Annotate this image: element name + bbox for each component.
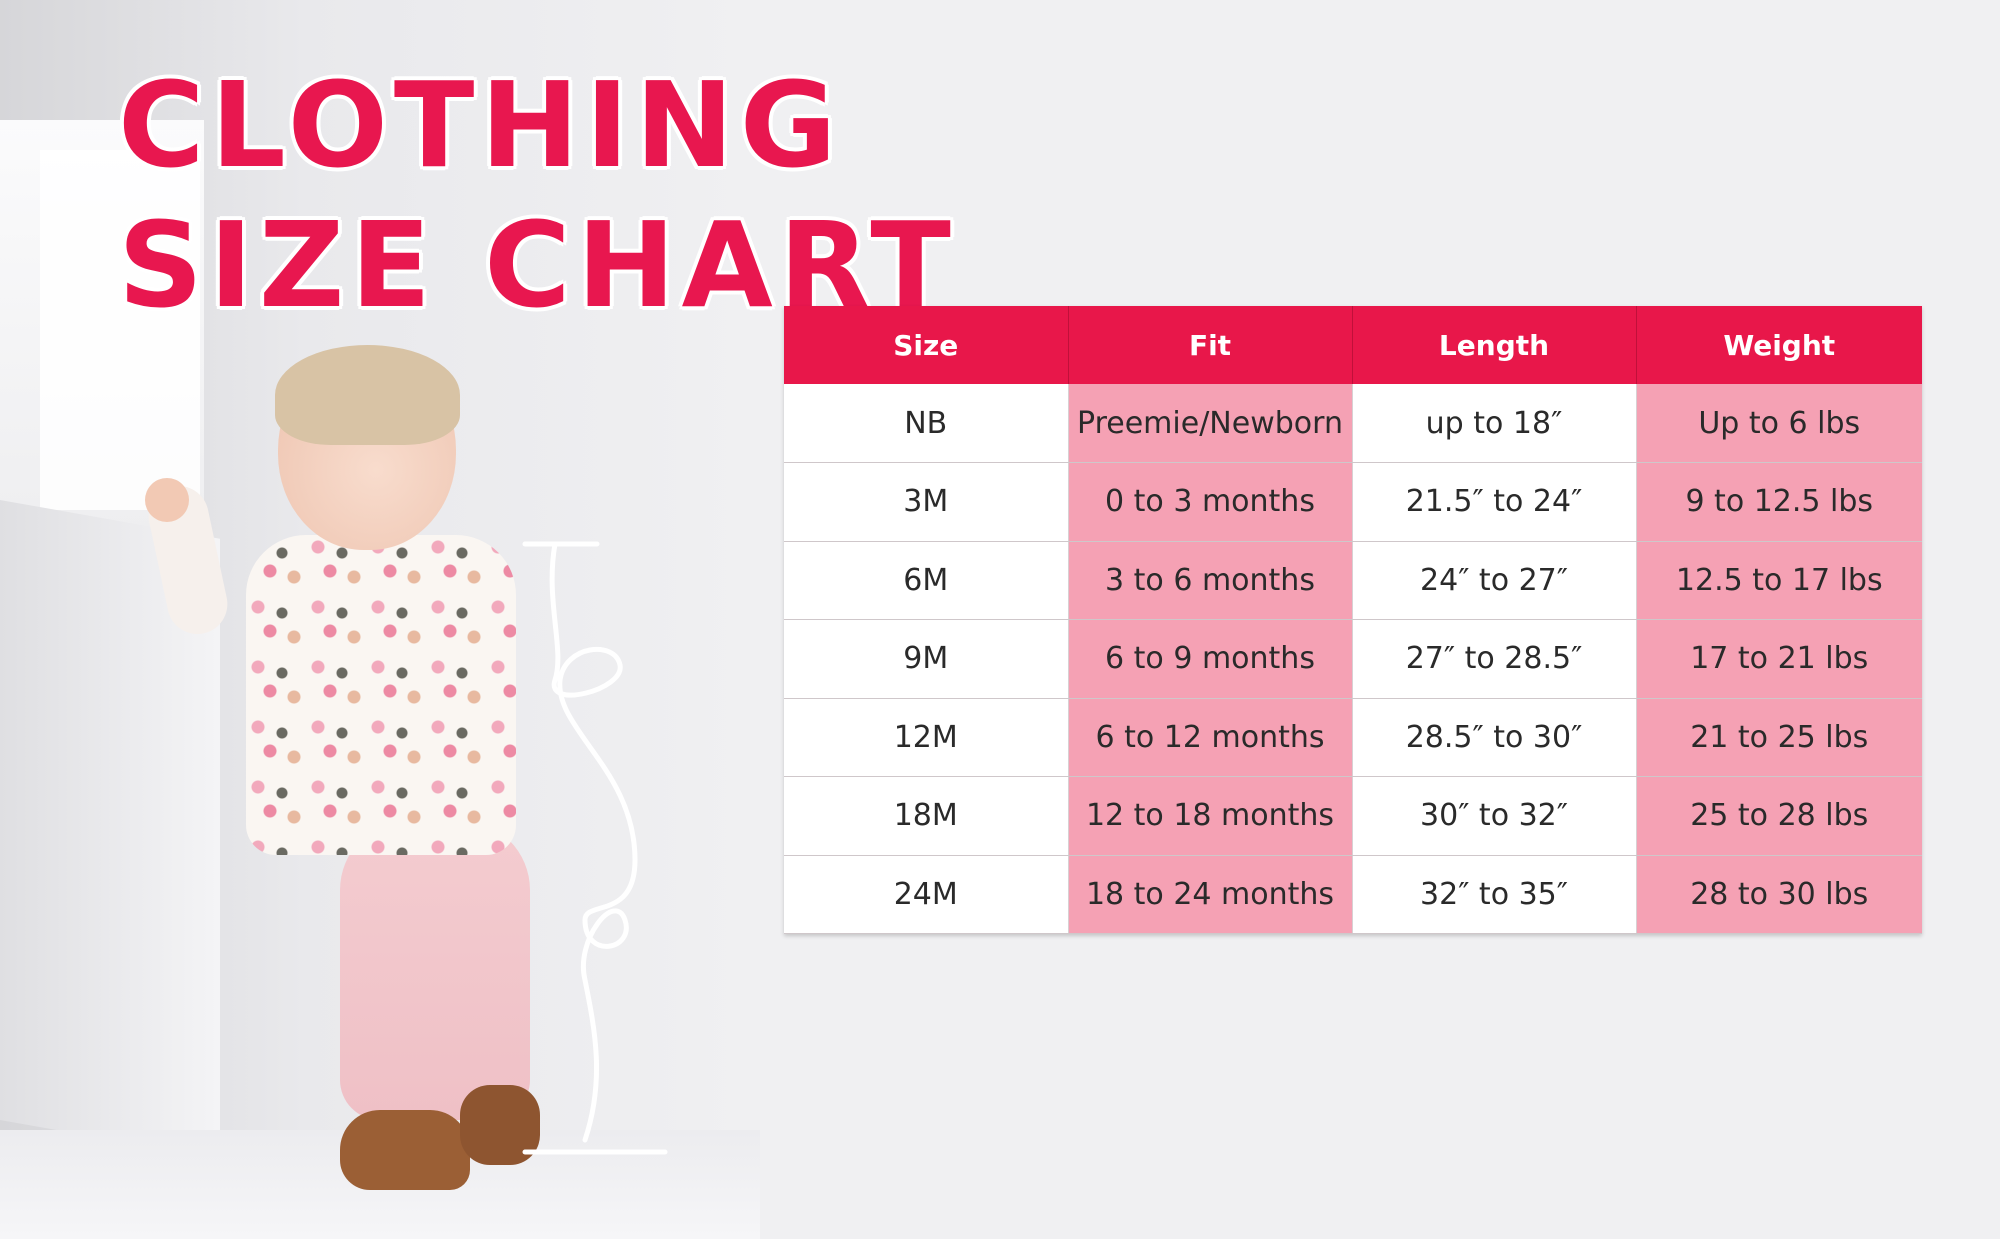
cell-length: up to 18″ — [1352, 384, 1637, 463]
cell-size: 3M — [784, 462, 1069, 542]
header-length: Length — [1352, 306, 1637, 384]
cell-fit: 18 to 24 months — [1068, 855, 1353, 934]
baby-pants — [340, 820, 530, 1120]
cell-length: 24″ to 27″ — [1352, 541, 1637, 620]
cell-size: 12M — [784, 698, 1069, 777]
cell-size: NB — [784, 384, 1069, 463]
cell-length: 32″ to 35″ — [1352, 855, 1637, 934]
table-row: 12M 6 to 12 months 28.5″ to 30″ 21 to 25… — [784, 698, 1922, 777]
table-row: 3M 0 to 3 months 21.5″ to 24″ 9 to 12.5 … — [784, 462, 1922, 542]
cell-weight: 12.5 to 17 lbs — [1636, 541, 1922, 620]
table-row: 18M 12 to 18 months 30″ to 32″ 25 to 28 … — [784, 776, 1922, 856]
table-row: NB Preemie/Newborn up to 18″ Up to 6 lbs — [784, 384, 1922, 463]
table-row: 24M 18 to 24 months 32″ to 35″ 28 to 30 … — [784, 855, 1922, 934]
cell-weight: 9 to 12.5 lbs — [1636, 462, 1922, 542]
cell-weight: 28 to 30 lbs — [1636, 855, 1922, 934]
table-row: 9M 6 to 9 months 27″ to 28.5″ 17 to 21 l… — [784, 619, 1922, 699]
height-measure-icon — [522, 541, 668, 1155]
size-chart-table: Size Fit Length Weight NB Preemie/Newbor… — [784, 306, 1922, 934]
cell-length: 21.5″ to 24″ — [1352, 462, 1637, 542]
window-pane — [40, 150, 200, 510]
cell-fit: 3 to 6 months — [1068, 541, 1353, 620]
cell-size: 18M — [784, 776, 1069, 856]
cell-fit: 6 to 12 months — [1068, 698, 1353, 777]
cell-length: 27″ to 28.5″ — [1352, 619, 1637, 699]
cell-weight: Up to 6 lbs — [1636, 384, 1922, 463]
cell-weight: 21 to 25 lbs — [1636, 698, 1922, 777]
header-fit: Fit — [1068, 306, 1353, 384]
table-row: 6M 3 to 6 months 24″ to 27″ 12.5 to 17 l… — [784, 541, 1922, 620]
cell-size: 9M — [784, 619, 1069, 699]
cell-weight: 25 to 28 lbs — [1636, 776, 1922, 856]
cell-fit: 6 to 9 months — [1068, 619, 1353, 699]
cell-weight: 17 to 21 lbs — [1636, 619, 1922, 699]
cell-fit: 12 to 18 months — [1068, 776, 1353, 856]
baby-figure — [0, 0, 760, 1239]
cell-size: 6M — [784, 541, 1069, 620]
cell-size: 24M — [784, 855, 1069, 934]
baby-shirt — [246, 535, 516, 855]
cell-fit: Preemie/Newborn — [1068, 384, 1353, 463]
table-header-row: Size Fit Length Weight — [784, 306, 1922, 384]
baby-hair — [275, 345, 460, 445]
title-line-1: CLOTHING — [118, 56, 843, 194]
cell-fit: 0 to 3 months — [1068, 462, 1353, 542]
header-size: Size — [784, 306, 1069, 384]
header-weight: Weight — [1636, 306, 1922, 384]
baby-hand — [145, 478, 189, 522]
page-title: CLOTHING SIZE CHART — [118, 55, 957, 335]
cell-length: 30″ to 32″ — [1352, 776, 1637, 856]
cell-length: 28.5″ to 30″ — [1352, 698, 1637, 777]
baby-photo — [0, 0, 760, 1239]
baby-boot-left — [340, 1110, 470, 1190]
